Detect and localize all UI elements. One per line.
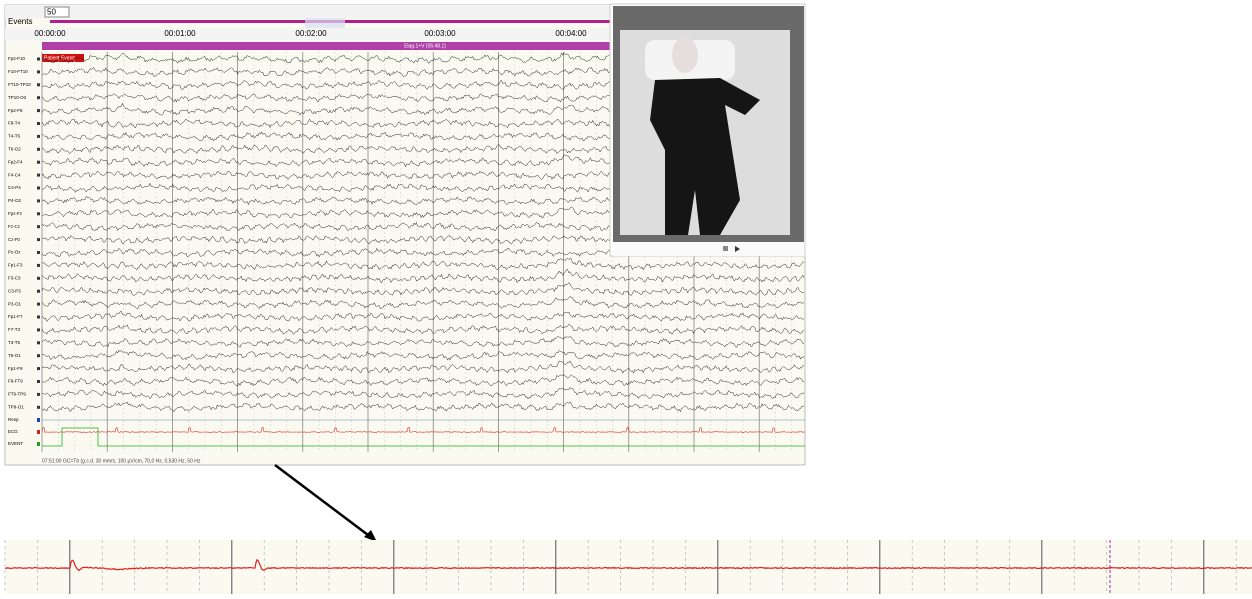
time-label: 00:04:00 <box>555 29 587 38</box>
channel-label: TP9-O1 <box>8 404 24 409</box>
channel-handle <box>37 161 40 164</box>
stop-button[interactable] <box>723 246 728 251</box>
channel-handle <box>37 442 40 446</box>
channel-handle <box>37 264 40 267</box>
time-label: 00:02:00 <box>295 29 327 38</box>
channel-handle <box>37 96 40 99</box>
channel-label: Fz-Cz <box>8 224 21 229</box>
channel-label: Fp1-F3 <box>8 263 23 268</box>
channel-handle <box>37 148 40 151</box>
channel-handle <box>37 316 40 319</box>
channel-handle <box>37 406 40 409</box>
channel-label: FT10-TP10 <box>8 82 31 87</box>
channel-label: Fp1-F7 <box>8 314 23 319</box>
segment-bar <box>42 42 610 50</box>
page: 50 Events Elag.1+V (05:48.1) Patient Eve… <box>0 0 1252 599</box>
channel-label: T3-T5 <box>8 340 20 345</box>
channel-label: Cz-Pz <box>8 237 21 242</box>
channel-label: F8-T4 <box>8 121 20 126</box>
channel-handle <box>37 70 40 73</box>
channel-label: ECG <box>8 429 18 434</box>
patient-event-label: Patient Event <box>44 55 74 61</box>
channel-label: Fp1-F9 <box>8 366 23 371</box>
channel-label: F4-C4 <box>8 172 21 177</box>
channel-handle <box>37 430 40 434</box>
channel-label: C3-P3 <box>8 288 21 293</box>
channel-label: F7-T3 <box>8 327 20 332</box>
head <box>672 37 698 73</box>
channel-handle <box>37 199 40 202</box>
channel-handle <box>37 303 40 306</box>
channel-handle <box>37 277 40 280</box>
channel-label: P3-O1 <box>8 301 22 306</box>
channel-handle <box>37 328 40 331</box>
channel-label: Fpz-Fz <box>8 211 23 216</box>
channel-handle <box>37 238 40 241</box>
channel-handle <box>37 418 40 422</box>
channel-handle <box>37 83 40 86</box>
channel-label: Fp2-F4 <box>8 159 23 164</box>
channel-handle <box>37 393 40 396</box>
channel-handle <box>37 251 40 254</box>
channel-label: F9-FT9 <box>8 379 23 384</box>
channel-handle <box>37 122 40 125</box>
channel-label: Pz-Oz <box>8 250 21 255</box>
channel-handle <box>37 212 40 215</box>
channel-label: EVENT <box>8 441 23 446</box>
channel-handle <box>37 367 40 370</box>
time-label: 00:00:00 <box>34 29 66 38</box>
zoom-value: 50 <box>47 8 56 17</box>
channel-handle <box>37 187 40 190</box>
segment-label: Elag.1+V (05:48.1) <box>404 43 446 49</box>
figure: 50 Events Elag.1+V (05:48.1) Patient Eve… <box>0 0 1252 594</box>
channel-handle <box>37 354 40 357</box>
channel-label: TP10-O2 <box>8 95 27 100</box>
channel-handle <box>37 380 40 383</box>
channel-label: Fp2-F10 <box>8 56 26 61</box>
channel-label: C4-P4 <box>8 185 21 190</box>
channel-handle <box>37 225 40 228</box>
arrow <box>275 465 372 538</box>
channel-label: Fp2-F8 <box>8 108 23 113</box>
time-label: 00:03:00 <box>424 29 456 38</box>
channel-label: T5-O1 <box>8 353 21 358</box>
channel-label: F10-FT10 <box>8 69 28 74</box>
ecg-zoom-strip <box>5 540 1252 594</box>
channel-handle <box>37 341 40 344</box>
events-label: Events <box>8 17 32 26</box>
video-panel <box>610 4 805 256</box>
channel-handle <box>37 135 40 138</box>
channel-handle <box>37 174 40 177</box>
time-label: 00:01:00 <box>164 29 196 38</box>
channel-handle <box>37 109 40 112</box>
channel-label: FT9-TP9 <box>8 392 26 397</box>
channel-label: T6-O2 <box>8 146 21 151</box>
channel-handle <box>37 58 40 61</box>
channel-label: F3-C3 <box>8 275 21 280</box>
channel-label: T4-T6 <box>8 134 20 139</box>
channel-handle <box>37 290 40 293</box>
status-text: 07:51:00 GC=Tb (g.c.d. 30 mm/s, 100 µV/c… <box>42 458 201 464</box>
video-controls <box>613 242 804 256</box>
channel-label: P4-O2 <box>8 198 22 203</box>
channel-label: Resp <box>8 417 19 422</box>
